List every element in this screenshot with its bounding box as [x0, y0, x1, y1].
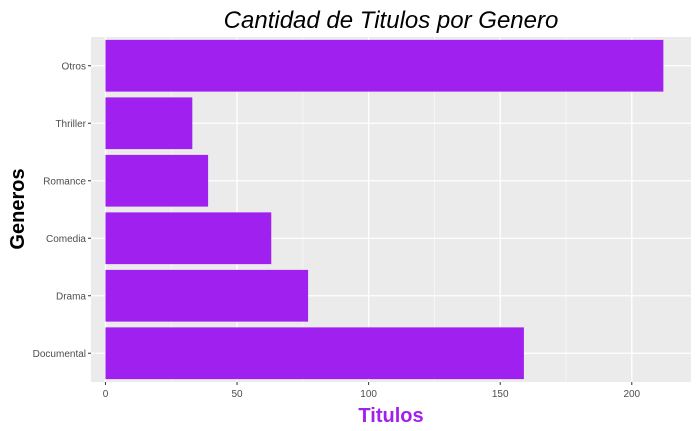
y-axis-label: Generos [7, 168, 29, 249]
x-tick-label: 100 [360, 389, 377, 400]
x-tick-label: 0 [103, 389, 109, 400]
x-axis-label: Titulos [358, 405, 423, 427]
chart-title: Cantidad de Titulos por Genero [224, 7, 559, 34]
y-tick-label: Drama [56, 291, 86, 302]
y-tick-label: Thriller [55, 119, 86, 130]
x-tick-label: 150 [492, 389, 509, 400]
bar-romance [105, 154, 209, 207]
bar-otros [105, 39, 664, 92]
bar-thriller [105, 97, 193, 150]
y-tick-label: Comedia [46, 234, 86, 245]
bar-drama [105, 269, 309, 322]
bars [105, 39, 664, 380]
x-tick-label: 200 [623, 389, 640, 400]
axes: Documental Drama Comedia Romance Thriller Otr… [33, 61, 641, 400]
bar-documental [105, 327, 524, 380]
bar-comedia [105, 212, 272, 265]
plot-panel [91, 37, 691, 382]
x-tick-label: 50 [231, 389, 243, 400]
y-tick-label: Documental [33, 349, 86, 360]
y-tick-label: Romance [43, 176, 86, 187]
y-tick-label: Otros [62, 61, 86, 72]
